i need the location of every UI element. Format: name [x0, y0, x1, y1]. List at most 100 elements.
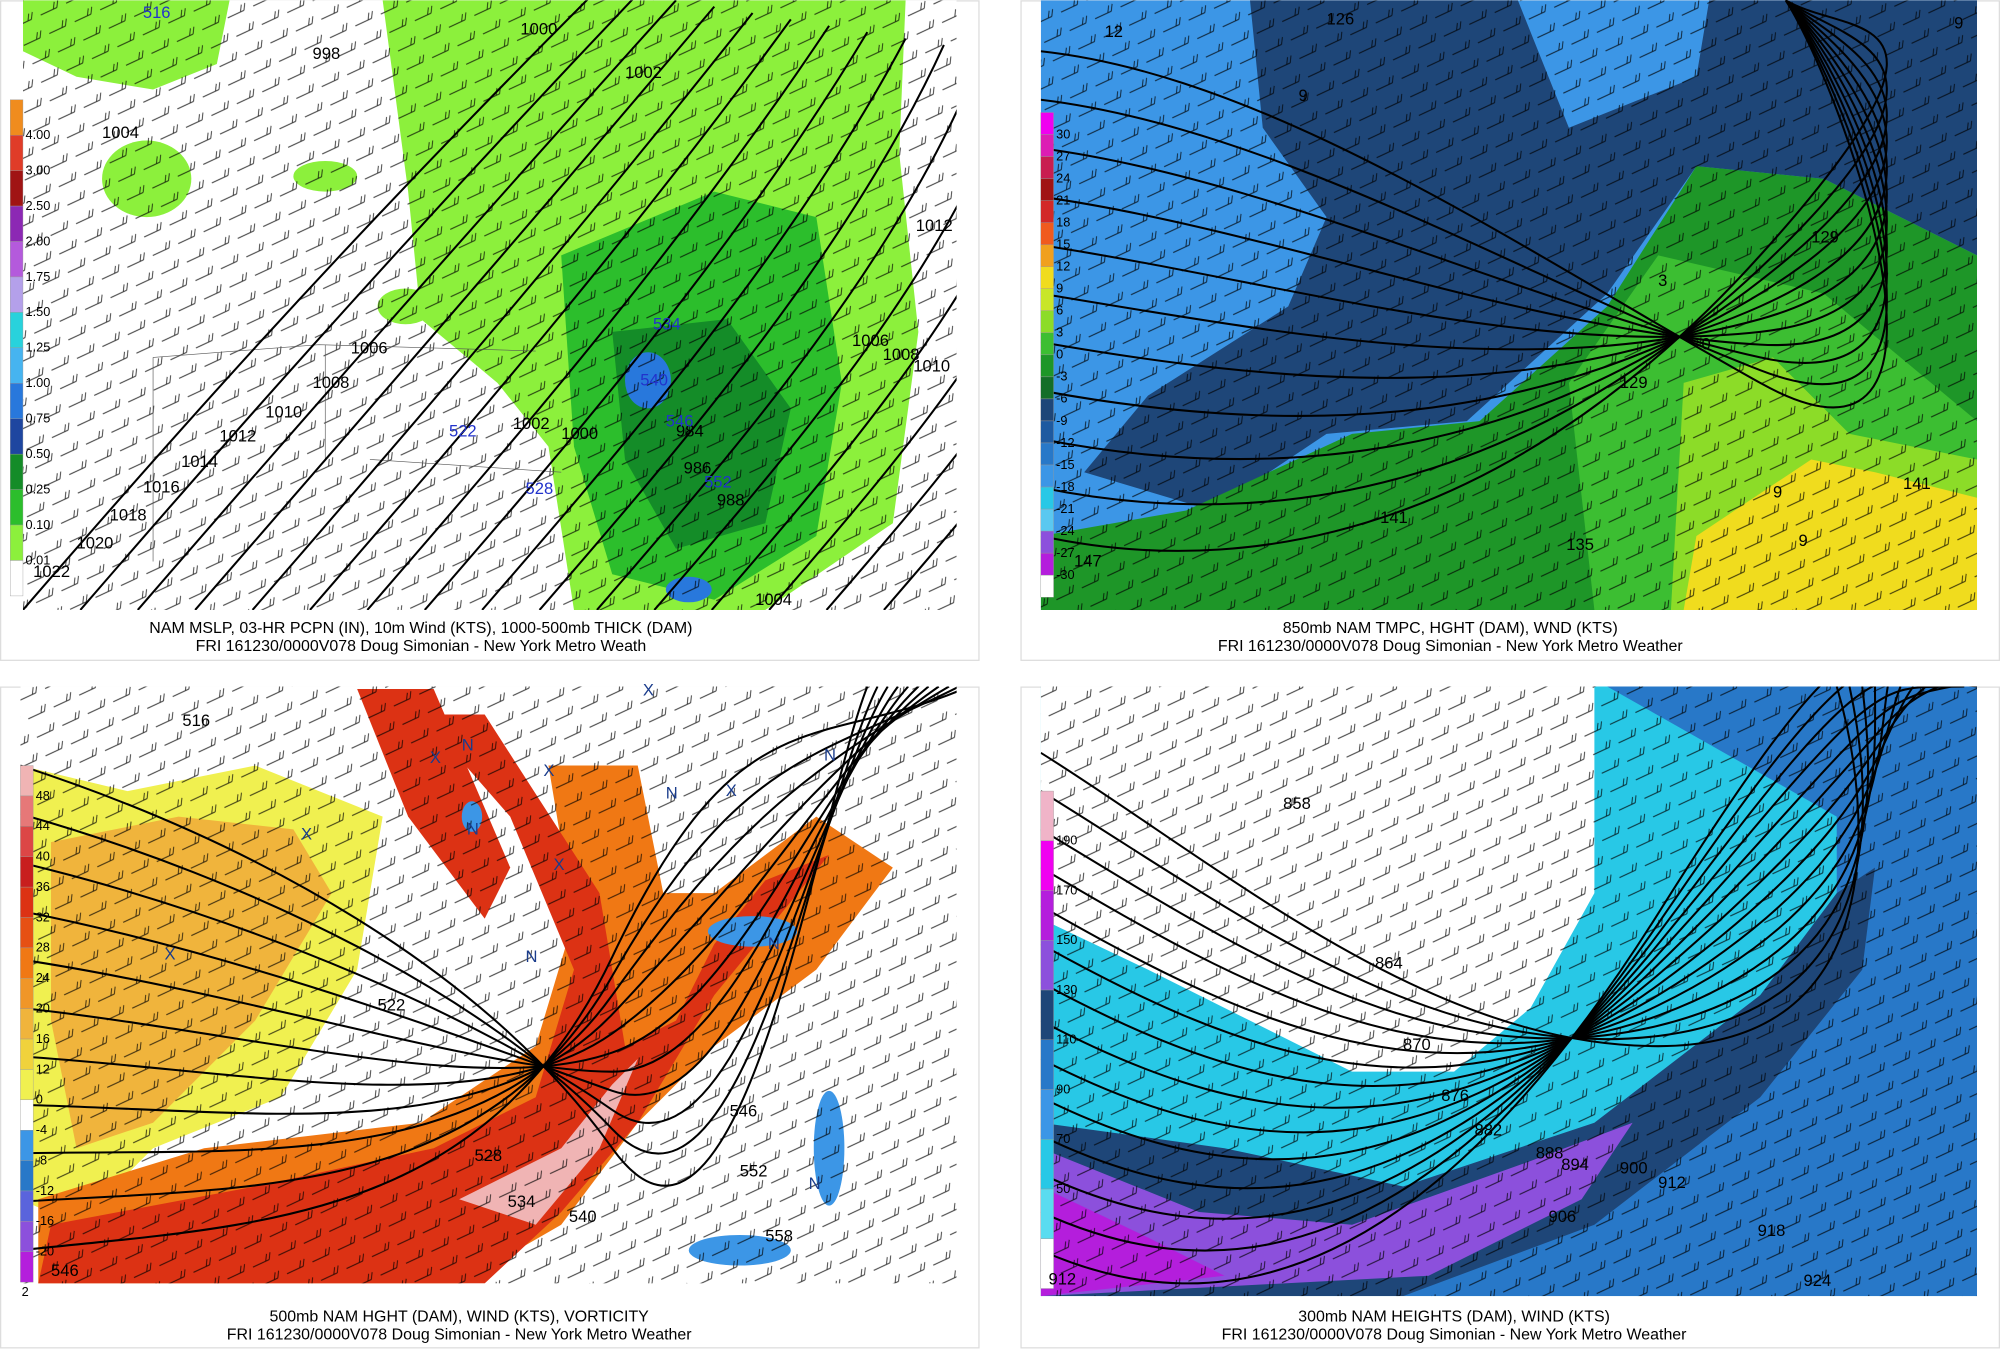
colorbar-label: 32 [36, 909, 50, 924]
colorbar-swatch [10, 312, 24, 349]
height-label: 558 [765, 1226, 793, 1245]
colorbar-swatch [1040, 486, 1054, 510]
height-label: 864 [1375, 953, 1403, 972]
colorbar-swatch [20, 795, 34, 827]
colorbar-label: 110 [1056, 1032, 1076, 1047]
colorbar-label: 30 [1056, 126, 1070, 141]
isobar-label: 1008 [313, 373, 350, 392]
contour [1040, 0, 1888, 461]
extremum-label: X [543, 761, 554, 780]
colorbar-label: -30 [1056, 567, 1074, 582]
contour [20, 686, 899, 1096]
isobar-label: 1000 [520, 20, 557, 39]
isobar-label: 1008 [883, 345, 920, 364]
colorbar-swatch [1040, 890, 1054, 941]
contour [20, 686, 869, 1187]
colorbar-label: 9 [1056, 281, 1063, 296]
colorbar-label: 0.25 [26, 481, 51, 496]
colorbar-swatch [1040, 989, 1054, 1040]
height-label: 912 [1658, 1173, 1686, 1192]
colorbar-swatch [20, 886, 34, 918]
contour [1040, 0, 1888, 506]
extremum-label: N [666, 784, 678, 803]
colorbar-swatch [10, 347, 24, 384]
thickness-label: 522 [449, 421, 477, 440]
temp-label: 9 [1954, 13, 1963, 32]
colorbar-label: -4 [36, 1122, 47, 1137]
thickness-label: 552 [704, 473, 732, 492]
colorbar-label: 1.25 [26, 340, 51, 355]
colorbar-label: 20 [36, 1000, 50, 1015]
contour [1040, 0, 1888, 552]
height-label: 540 [569, 1207, 597, 1226]
colorbar-label: 40 [36, 849, 50, 864]
contour [1040, 686, 1845, 1252]
extremum-label: N [768, 934, 780, 953]
colorbar-label: 50 [1056, 1181, 1070, 1196]
contour [538, 44, 945, 610]
colorbar-swatch [1040, 310, 1054, 334]
colorbar-swatch [10, 489, 24, 526]
isobar-label: 998 [313, 44, 341, 63]
contour [1040, 0, 1888, 346]
colorbar-swatch [1040, 420, 1054, 444]
isobar-label: 1002 [513, 414, 550, 433]
isobar-label: 988 [717, 490, 745, 509]
colorbar-swatch [1040, 574, 1054, 598]
colorbar-swatch [1040, 1139, 1054, 1190]
height-label: 528 [474, 1146, 502, 1165]
height-label: 918 [1758, 1221, 1786, 1240]
thickness-label: 528 [526, 479, 554, 498]
contour [481, 38, 907, 610]
height-label: 876 [1441, 1086, 1469, 1105]
colorbar-swatch [1040, 376, 1054, 400]
colorbar-swatch [1040, 200, 1054, 223]
colorbar-swatch [1040, 790, 1054, 842]
contour [1040, 686, 1902, 1069]
colorbar-swatch [20, 1160, 34, 1192]
colorbar-label: 0 [1056, 347, 1063, 362]
map-500 [20, 686, 957, 1284]
isobar-label: 1012 [916, 216, 953, 235]
colorbar-swatch [10, 241, 24, 278]
extremum-label: N [526, 947, 538, 966]
isobar-label: 1012 [219, 427, 256, 446]
contour [1040, 0, 1888, 409]
colorbar-label: 6 [1056, 303, 1063, 318]
contour [1040, 686, 1952, 1161]
isobar-label: 1022 [33, 562, 70, 581]
isobar-label: 1006 [351, 339, 388, 358]
colorbar-swatch [20, 1190, 34, 1222]
colorbar-swatch [1040, 112, 1054, 135]
contour [596, 109, 957, 610]
contour [1040, 686, 1889, 1055]
contour [136, 0, 677, 610]
colorbar-swatch [20, 826, 34, 857]
isobar-label: 1004 [102, 123, 139, 142]
contour [1040, 686, 1965, 1190]
temp-label: 3 [1658, 271, 1667, 290]
height-label: 522 [378, 995, 406, 1014]
temp-label: 9 [1298, 86, 1307, 105]
colorbar-swatch [10, 383, 24, 419]
colorbar-swatch [20, 947, 34, 979]
contour [251, 12, 754, 610]
colorbar-swatch [1040, 398, 1054, 422]
contour [1040, 0, 1888, 364]
colorbar-label: 18 [1056, 214, 1070, 229]
colorbar-swatch [1040, 940, 1054, 991]
colorbar-label: -15 [1056, 457, 1074, 472]
contour [1040, 686, 1821, 1285]
map-mslp [22, 0, 957, 610]
colorbar-label: -27 [1056, 545, 1074, 560]
colorbar-label: -21 [1056, 501, 1074, 516]
height-label: 546 [730, 1101, 758, 1120]
colorbar-swatch [1040, 266, 1054, 289]
colorbar-swatch [10, 276, 24, 313]
colorbar-swatch [1040, 1238, 1054, 1289]
contour [423, 31, 869, 610]
temp-label: 9 [1798, 531, 1807, 550]
height-label: 870 [1403, 1035, 1431, 1054]
caption: FRI 161230/0000V078 Doug Simonian - New … [196, 638, 647, 655]
